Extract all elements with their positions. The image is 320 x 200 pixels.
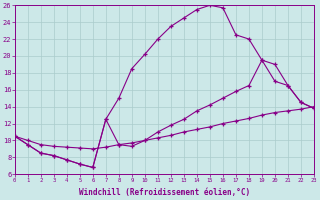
X-axis label: Windchill (Refroidissement éolien,°C): Windchill (Refroidissement éolien,°C): [79, 188, 250, 197]
